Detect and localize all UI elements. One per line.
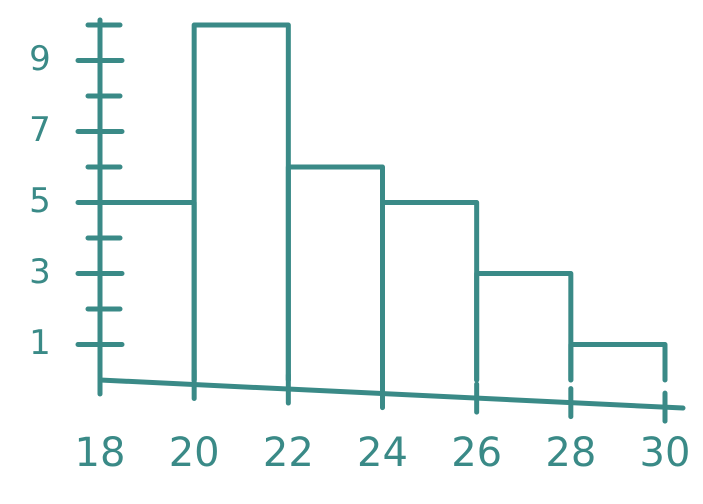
x-tick-label: 28	[545, 430, 596, 476]
bar	[191, 22, 291, 383]
y-tick-label: 9	[29, 39, 51, 79]
x-tick-label: 20	[169, 430, 220, 476]
bar	[474, 271, 574, 383]
y-tick-label: 5	[29, 181, 51, 221]
x-tick-label: 24	[357, 430, 408, 476]
x-tick-label: 22	[263, 430, 314, 476]
y-tick-label: 3	[29, 252, 51, 292]
bar	[97, 200, 197, 383]
x-tick-label: 30	[640, 430, 691, 476]
bar	[285, 164, 385, 383]
x-tick-label: 18	[75, 430, 126, 476]
x-tick-label: 26	[451, 430, 502, 476]
bar	[380, 200, 480, 383]
y-tick-label: 7	[29, 110, 51, 150]
bar	[568, 342, 668, 383]
x-axis	[97, 377, 686, 411]
y-tick-label: 1	[29, 323, 51, 363]
